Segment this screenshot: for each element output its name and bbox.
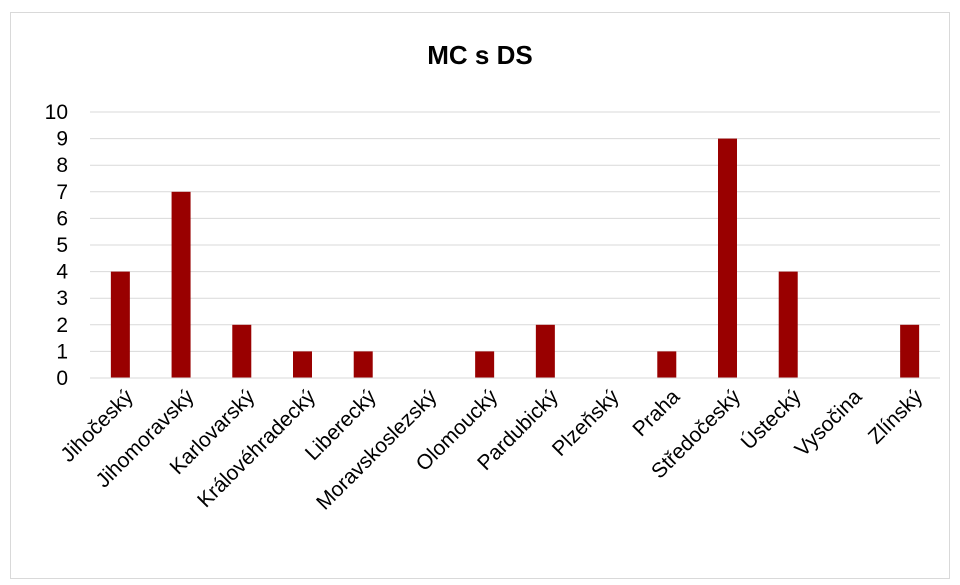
chart-title: MC s DS (427, 40, 533, 70)
bar (353, 351, 373, 378)
bar (900, 324, 920, 378)
x-tick-label: Plzeňský (548, 385, 624, 461)
bar (293, 351, 312, 378)
bar (778, 271, 798, 378)
y-tick-label: 3 (56, 287, 68, 310)
y-tick-label: 7 (56, 181, 68, 204)
y-tick-label: 8 (56, 154, 68, 177)
bar (171, 191, 191, 378)
gridlines (90, 111, 940, 352)
bar (535, 324, 555, 378)
y-tick-label: 2 (56, 314, 68, 337)
y-tick-label: 5 (56, 234, 68, 257)
bar (110, 271, 130, 378)
x-tick-label: Vysočina (790, 385, 866, 461)
bar (718, 138, 737, 378)
y-tick-label: 1 (56, 340, 68, 363)
y-tick-label: 9 (56, 128, 68, 151)
y-axis-ticks: 0 1 2 3 4 5 6 7 8 9 10 (45, 101, 69, 390)
y-tick-label: 4 (56, 261, 68, 284)
y-tick-label: 6 (56, 207, 68, 230)
bars (110, 138, 920, 378)
x-tick-label: Zlínský (864, 385, 928, 449)
bar (232, 324, 252, 378)
x-axis-ticks: JihočeskýJihomoravskýKarlovarskýKrálovéh… (56, 385, 927, 515)
x-tick-label: Praha (628, 385, 684, 441)
bar (657, 351, 677, 378)
y-tick-label: 10 (45, 101, 68, 124)
bar (475, 351, 495, 378)
y-tick-label: 0 (56, 367, 68, 390)
